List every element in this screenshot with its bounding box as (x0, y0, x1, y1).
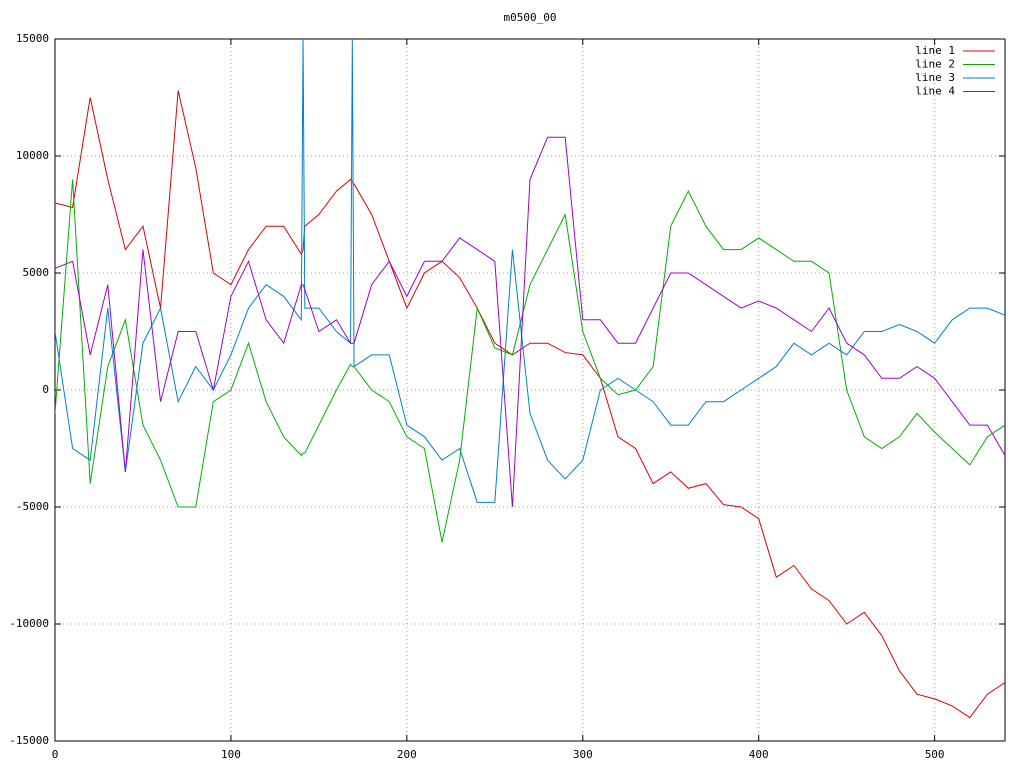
data-line (55, 90, 1005, 719)
x-tick-label: 300 (573, 748, 593, 761)
x-tick-label: 200 (397, 748, 417, 761)
data-line (55, 136, 1005, 508)
y-tick-label: 10000 (16, 149, 49, 162)
legend-label: line 4 (915, 85, 955, 98)
chart-title: m0500_00 (504, 11, 557, 24)
y-tick-label: 5000 (23, 266, 50, 279)
legend-label: line 2 (915, 58, 955, 71)
y-tick-label: 0 (42, 383, 49, 396)
y-tick-label: 15000 (16, 32, 49, 45)
data-line (55, 39, 1005, 503)
data-line (55, 179, 1005, 543)
plot-area (55, 39, 1005, 719)
y-tick-label: -15000 (9, 734, 49, 747)
x-tick-label: 100 (221, 748, 241, 761)
y-tick-label: -10000 (9, 617, 49, 630)
legend-label: line 1 (915, 44, 955, 57)
y-tick-label: -5000 (16, 500, 49, 513)
x-tick-label: 500 (925, 748, 945, 761)
x-tick-label: 400 (749, 748, 769, 761)
plot-border (54, 38, 1006, 742)
legend-label: line 3 (915, 71, 955, 84)
x-tick-label: 0 (52, 748, 59, 761)
